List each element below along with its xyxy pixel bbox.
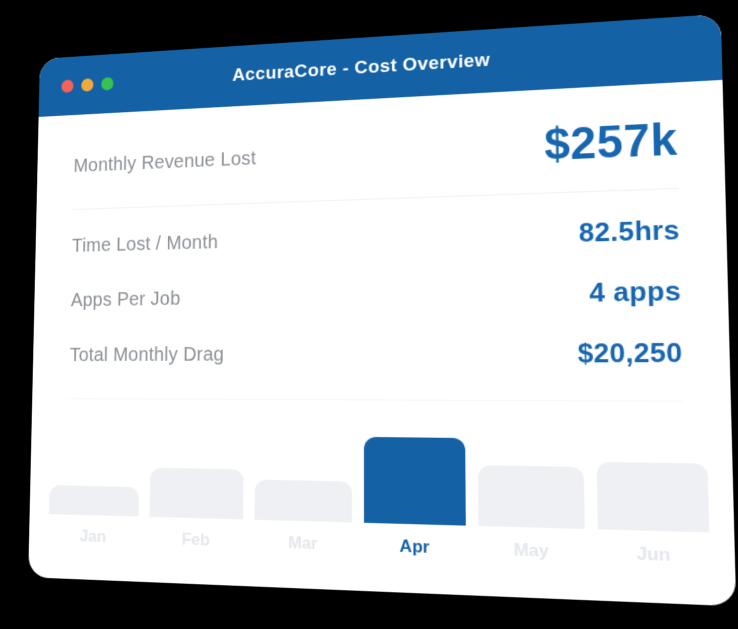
window-title: AccuraCore - Cost Overview: [232, 49, 491, 86]
window-controls: [61, 76, 114, 93]
zoom-dot-icon[interactable]: [101, 76, 114, 91]
bar-jan[interactable]: [48, 485, 140, 517]
metric-value: 4 apps: [589, 274, 682, 308]
month-label-apr[interactable]: Apr: [399, 536, 430, 557]
metric-label: Total Monthly Drag: [69, 343, 225, 366]
month-label-feb[interactable]: Feb: [181, 529, 210, 550]
metric-row-total-drag: Total Monthly Drag $20,250: [69, 322, 683, 384]
metric-value: 82.5hrs: [578, 213, 681, 248]
month-label-jan[interactable]: Jan: [79, 526, 107, 546]
divider: [68, 398, 684, 402]
app-window: AccuraCore - Cost Overview Monthly Reven…: [28, 13, 737, 607]
minimize-dot-icon[interactable]: [81, 78, 94, 92]
window-titlebar: AccuraCore - Cost Overview: [38, 13, 723, 117]
metric-value: $20,250: [577, 335, 683, 369]
primary-metric-label: Monthly Revenue Lost: [73, 147, 257, 177]
metric-row-primary: Monthly Revenue Lost $257k: [73, 113, 678, 190]
chart-month-labels: Jan Feb Mar Apr May Jun: [48, 526, 710, 568]
month-label-jun[interactable]: Jun: [636, 543, 671, 566]
bar-may[interactable]: [477, 465, 585, 529]
bar-mar[interactable]: [254, 479, 353, 523]
metric-list: Time Lost / Month 82.5hrs Apps Per Job 4…: [69, 199, 683, 383]
metric-label: Time Lost / Month: [71, 231, 219, 257]
metric-label: Apps Per Job: [70, 287, 181, 311]
bar-apr[interactable]: [363, 436, 466, 526]
primary-metric-value: $257k: [543, 114, 679, 171]
chart-bars: [48, 433, 710, 533]
month-label-mar[interactable]: Mar: [287, 532, 318, 554]
monthly-bar-chart: Jan Feb Mar Apr May Jun: [48, 433, 710, 567]
bar-jun[interactable]: [596, 461, 710, 533]
close-dot-icon[interactable]: [61, 79, 74, 93]
bar-feb[interactable]: [149, 467, 244, 520]
month-label-may[interactable]: May: [513, 539, 550, 562]
